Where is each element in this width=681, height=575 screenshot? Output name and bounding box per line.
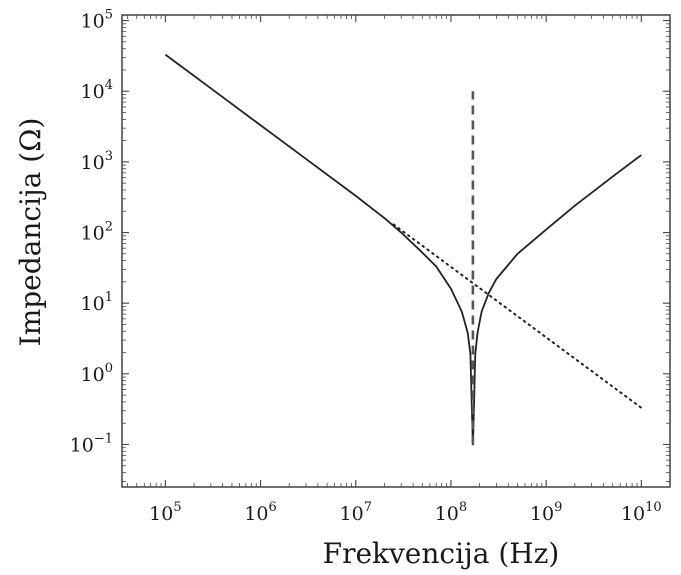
x-tick-label-base: 10 <box>340 503 364 525</box>
x-tick-label: 107 <box>340 500 372 525</box>
y-tick-label-exponent: −1 <box>94 431 113 446</box>
x-tick-label-base: 10 <box>530 503 554 525</box>
y-tick-label-base: 10 <box>81 152 105 174</box>
y-tick-label: 101 <box>81 290 113 315</box>
x-tick-label: 108 <box>435 500 467 525</box>
y-tick-label-base: 10 <box>81 81 105 103</box>
y-tick-label: 103 <box>81 149 113 174</box>
y-minor-ticks <box>122 23 670 482</box>
x-tick-label: 105 <box>149 500 181 525</box>
x-minor-ticks <box>127 15 671 487</box>
x-tick-label-base: 10 <box>621 503 645 525</box>
y-tick-label: 102 <box>81 220 113 245</box>
y-tick-label-base: 10 <box>70 434 94 456</box>
y-tick-label: 10−1 <box>70 431 113 456</box>
x-tick-labels: 105 106 107 108 109 1010 <box>149 500 662 525</box>
x-tick-label-exponent: 9 <box>554 500 562 515</box>
x-tick-label: 109 <box>530 500 562 525</box>
y-tick-label-exponent: 3 <box>105 149 113 164</box>
y-axis-title: Impedancija (Ω) <box>14 118 47 347</box>
x-tick-label-base: 10 <box>435 503 459 525</box>
y-tick-label-base: 10 <box>81 293 105 315</box>
y-major-ticks <box>122 20 670 446</box>
y-tick-label-base: 10 <box>81 11 105 33</box>
y-tick-label: 100 <box>81 361 113 386</box>
x-tick-label-exponent: 5 <box>173 500 181 515</box>
x-tick-label-exponent: 7 <box>364 500 372 515</box>
y-tick-label-exponent: 2 <box>105 220 113 235</box>
x-tick-label-base: 10 <box>149 503 173 525</box>
x-tick-label-exponent: 6 <box>269 500 277 515</box>
y-tick-label-exponent: 0 <box>105 361 113 376</box>
series-line-solid <box>164 53 642 446</box>
y-tick-label-base: 10 <box>81 223 105 245</box>
x-axis-title: Frekvencija (Hz) <box>323 537 560 570</box>
series-line-dotted <box>392 223 643 409</box>
x-tick-label-exponent: 10 <box>645 500 662 515</box>
series-layer <box>164 53 643 446</box>
y-tick-label-base: 10 <box>81 364 105 386</box>
x-major-ticks <box>164 15 642 487</box>
plot-frame <box>121 14 671 488</box>
y-tick-label: 104 <box>81 78 113 103</box>
x-tick-label: 106 <box>244 500 276 525</box>
x-tick-label-base: 10 <box>244 503 268 525</box>
x-tick-label-exponent: 8 <box>459 500 467 515</box>
y-tick-label-exponent: 4 <box>105 78 113 93</box>
x-tick-label: 1010 <box>621 500 662 525</box>
y-tick-label-exponent: 5 <box>105 8 113 23</box>
y-tick-label: 105 <box>81 8 113 33</box>
y-tick-label-exponent: 1 <box>105 290 113 305</box>
